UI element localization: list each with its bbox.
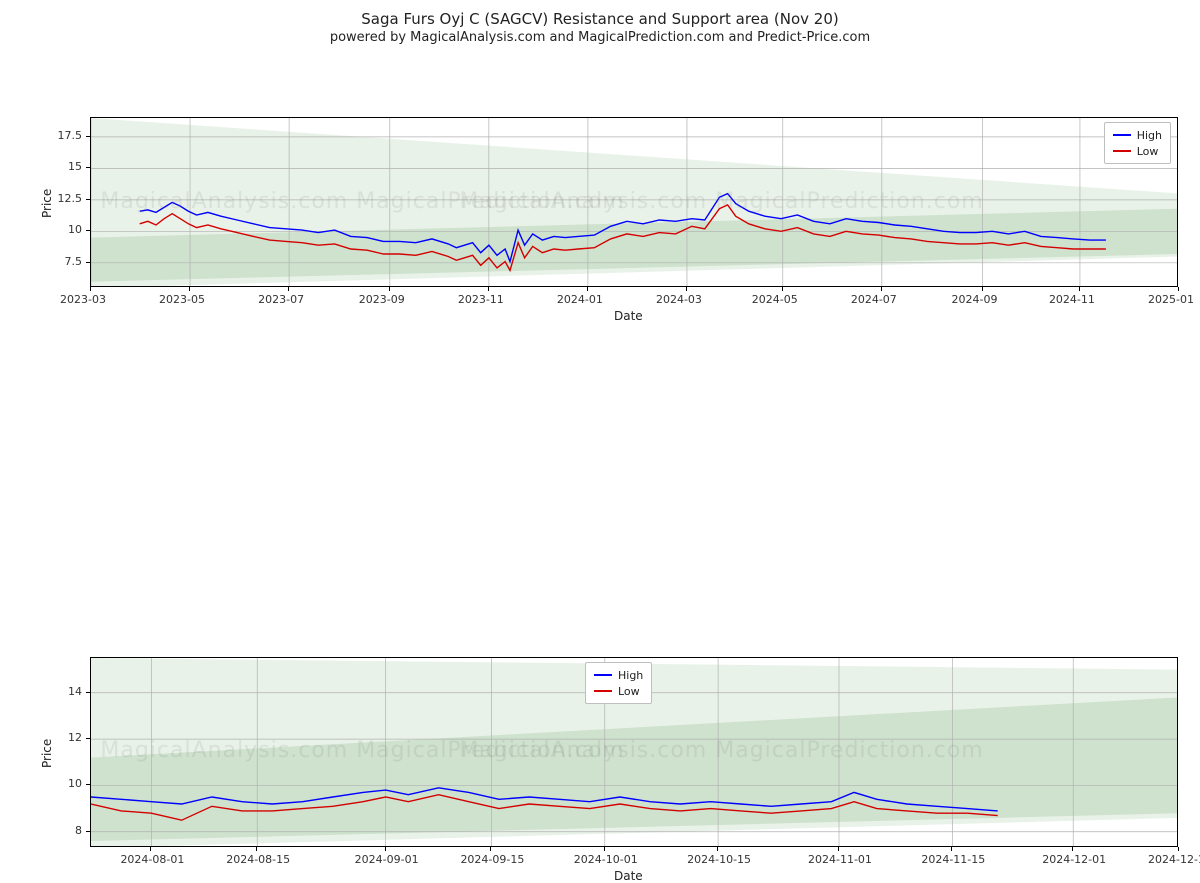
x-tick-label: 2024-12-15 — [1148, 853, 1200, 866]
legend-item-high: High — [594, 667, 643, 683]
legend-label-low: Low — [1137, 145, 1159, 158]
y-tick-label: 10 — [68, 777, 82, 790]
legend-label-low: Low — [618, 685, 640, 698]
x-tick-label: 2024-03 — [656, 293, 702, 306]
y-tick-label: 8 — [75, 824, 82, 837]
y-tick-label: 17.5 — [58, 129, 83, 142]
legend-item-high: High — [1113, 127, 1162, 143]
x-tick-label: 2024-11-15 — [921, 853, 985, 866]
x-tick-label: 2024-05 — [752, 293, 798, 306]
legend-item-low: Low — [594, 683, 643, 699]
x-tick-label: 2023-11 — [458, 293, 504, 306]
x-tick-label: 2024-11-01 — [808, 853, 872, 866]
x-tick-label: 2024-09-01 — [355, 853, 419, 866]
y-tick-label: 12.5 — [58, 192, 83, 205]
legend-label-high: High — [618, 669, 643, 682]
y-tick-label: 7.5 — [65, 255, 83, 268]
x-tick-label: 2024-07 — [851, 293, 897, 306]
x-tick-label: 2024-01 — [557, 293, 603, 306]
legend-swatch-high — [1113, 134, 1131, 136]
chart-2: MagicalAnalysis.com MagicalPrediction.co… — [12, 337, 1188, 587]
x-tick-label: 2024-08-15 — [226, 853, 290, 866]
y-tick-label: 10 — [68, 223, 82, 236]
legend: High Low — [585, 662, 652, 704]
x-tick-label: 2024-12-01 — [1042, 853, 1106, 866]
x-tick-label: 2024-10-01 — [574, 853, 638, 866]
x-tick-label: 2023-05 — [159, 293, 205, 306]
y-tick-label: 14 — [68, 685, 82, 698]
x-tick-label: 2023-09 — [359, 293, 405, 306]
y-tick-label: 12 — [68, 731, 82, 744]
x-tick-label: 2024-11 — [1049, 293, 1095, 306]
chart-1: MagicalAnalysis.com MagicalPrediction.co… — [12, 51, 1188, 281]
legend-label-high: High — [1137, 129, 1162, 142]
legend-swatch-low — [1113, 150, 1131, 152]
chart-1-ylabel: Price — [40, 189, 54, 218]
legend: High Low — [1104, 122, 1171, 164]
x-tick-label: 2024-10-15 — [687, 853, 751, 866]
x-tick-label: 2025-01 — [1148, 293, 1194, 306]
x-tick-label: 2023-07 — [258, 293, 304, 306]
x-tick-label: 2024-09 — [952, 293, 998, 306]
chart-1-plot-area: MagicalAnalysis.com MagicalPrediction.co… — [90, 117, 1178, 287]
legend-swatch-high — [594, 674, 612, 676]
chart-2-plot-area: MagicalAnalysis.com MagicalPrediction.co… — [90, 657, 1178, 847]
x-tick-label: 2023-03 — [60, 293, 106, 306]
x-tick-label: 2024-09-15 — [460, 853, 524, 866]
legend-swatch-low — [594, 690, 612, 692]
y-tick-label: 15 — [68, 160, 82, 173]
legend-item-low: Low — [1113, 143, 1162, 159]
chart-2-xlabel: Date — [614, 869, 643, 883]
chart-subtitle: powered by MagicalAnalysis.com and Magic… — [12, 30, 1188, 45]
x-tick-label: 2024-08-01 — [120, 853, 184, 866]
chart-title: Saga Furs Oyj C (SAGCV) Resistance and S… — [12, 10, 1188, 28]
chart-1-xlabel: Date — [614, 309, 643, 323]
chart-2-ylabel: Price — [40, 739, 54, 768]
